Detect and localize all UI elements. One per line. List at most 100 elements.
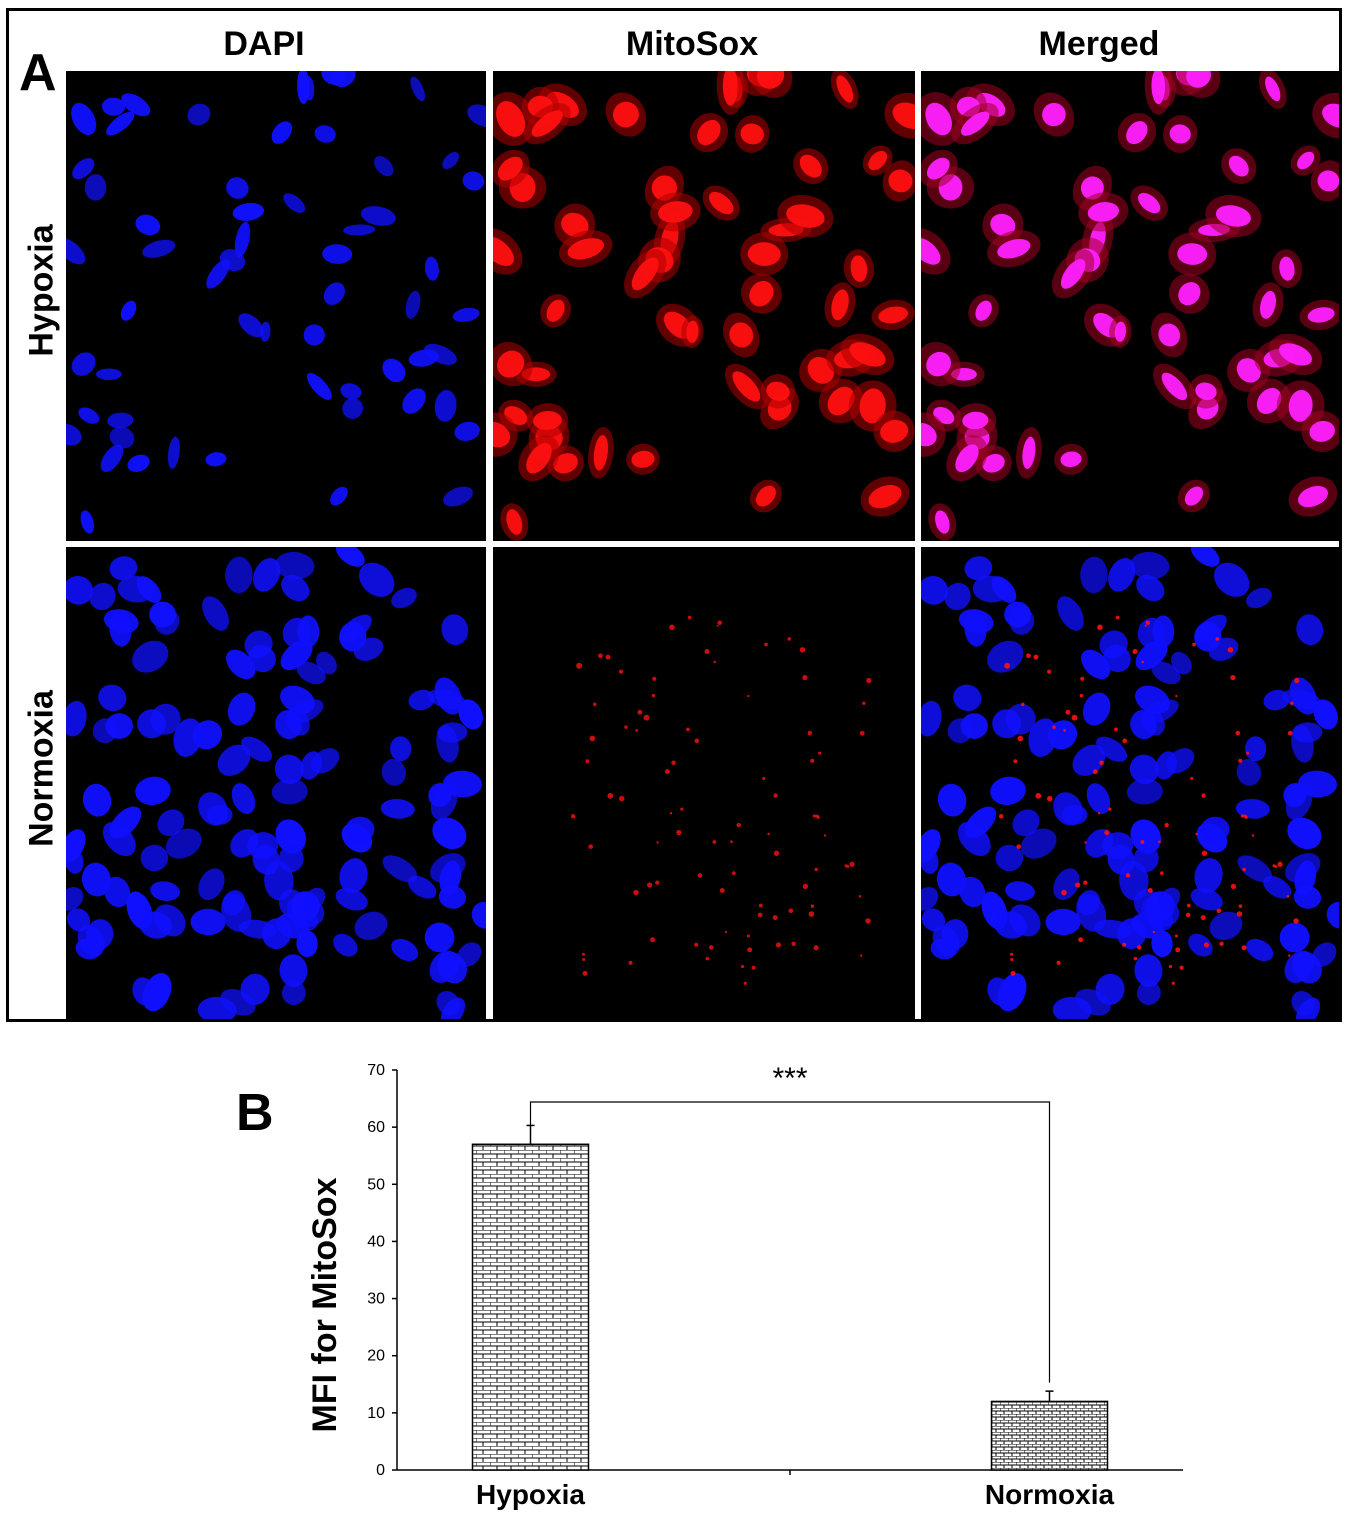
nucleus [959, 876, 986, 908]
nucleus [274, 754, 304, 784]
nucleus [1060, 451, 1082, 468]
nucleus [1246, 938, 1274, 962]
mitochondria [567, 238, 605, 260]
mitochondria-speck [643, 714, 650, 721]
nucleus [1297, 151, 1315, 170]
mitochondria [561, 212, 589, 237]
nucleus [440, 997, 466, 1019]
nucleus [335, 547, 365, 567]
nucleus [157, 809, 185, 837]
mitochondria-speck [1287, 730, 1293, 736]
nucleus [982, 453, 1005, 473]
mitochondria-speck [716, 624, 719, 627]
mitochondria [631, 257, 659, 291]
mitochondria [729, 322, 754, 348]
nucleus [408, 875, 437, 899]
nucleus [322, 244, 353, 264]
nucleus [452, 307, 480, 323]
nucleus [323, 282, 345, 305]
nucleus [359, 562, 395, 597]
nucleus [241, 736, 273, 762]
nucleus [1215, 205, 1251, 227]
mitochondria-speck [651, 693, 656, 698]
mitochondria-speck [1286, 895, 1290, 898]
mitochondria [786, 204, 825, 228]
nucleus [106, 111, 135, 136]
nucleus [997, 239, 1031, 259]
nucleus [1126, 778, 1163, 805]
nucleus [936, 862, 966, 897]
nucleus [226, 649, 256, 680]
nucleus [1209, 911, 1243, 941]
nucleus [390, 736, 412, 762]
mitochondria-speck [866, 677, 872, 684]
mitochondria [613, 101, 639, 128]
mitochondria [493, 421, 511, 448]
nucleus [454, 421, 480, 441]
mitochondria-speck [823, 834, 827, 837]
mitochondria-speck [652, 676, 657, 681]
nucleus [1322, 103, 1339, 128]
nucleus [1129, 754, 1159, 784]
mitochondria-speck [1021, 702, 1025, 707]
nucleus [109, 556, 138, 581]
nucleus [360, 206, 396, 226]
nucleus [1042, 102, 1066, 127]
micrograph-hypoxia-merged [921, 71, 1339, 541]
panel-b-letter: B [236, 1084, 274, 1142]
mitochondria [740, 123, 764, 145]
nucleus [1260, 290, 1277, 319]
nucleus [1307, 307, 1335, 323]
nucleus [1295, 997, 1321, 1019]
mitochondria-speck [1171, 981, 1175, 985]
mitochondria-speck [1141, 660, 1144, 664]
y-tick-label: 70 [367, 1062, 385, 1079]
nucleus [1313, 699, 1338, 730]
nucleus [217, 744, 251, 776]
nucleus [1108, 558, 1136, 592]
mitochondria-speck [1016, 844, 1021, 849]
micrograph-hypoxia-mitosox [493, 71, 915, 541]
nucleus [990, 213, 1016, 236]
panel-b: B MFI for MitoSox 0 10 20 30 40 50 60 70 Hypoxia… [0, 1030, 1350, 1518]
significance-stars: *** [772, 1062, 807, 1095]
mitochondria-speck [787, 637, 792, 641]
mitochondria-speck [1236, 911, 1243, 917]
nucleus [275, 819, 306, 854]
mitochondria-speck [757, 912, 763, 918]
nucleus [424, 343, 457, 365]
mitochondria-speck [1122, 942, 1127, 947]
nucleus [1096, 736, 1128, 762]
mitochondria-speck [998, 814, 1004, 819]
mitochondria [766, 381, 790, 401]
nucleus [941, 919, 969, 950]
mitochondria-speck [747, 694, 750, 698]
mitochondria-speck [1092, 769, 1098, 775]
nucleus [165, 828, 202, 859]
mitochondria-speck [865, 918, 871, 924]
mitochondria [531, 110, 563, 137]
nucleus [286, 708, 310, 736]
bar-hypoxia [471, 1143, 590, 1471]
nucleus [987, 640, 1024, 673]
nucleus [1130, 819, 1161, 854]
x-tick-label-normoxia: Normoxia [985, 1479, 1115, 1510]
nucleus [345, 816, 375, 843]
nucleus [1293, 885, 1322, 909]
nucleus [990, 776, 1026, 806]
nucleus [1279, 256, 1295, 281]
nucleus [202, 596, 229, 631]
nucleus [1297, 770, 1337, 798]
mitochondria-speck [697, 873, 703, 878]
mitochondria-speck [1235, 730, 1241, 736]
mitochondria-speck [1071, 714, 1078, 721]
mitochondria-speck [686, 727, 690, 732]
mitochondria-speck [1026, 653, 1031, 659]
mitochondria-speck [669, 624, 675, 631]
mitochondria [868, 484, 902, 509]
mitochondria-speck [1186, 903, 1191, 908]
nucleus [187, 103, 211, 126]
mitochondria-speck [712, 840, 717, 844]
nucleus [1311, 942, 1337, 967]
mitochondria-speck [1047, 795, 1053, 802]
